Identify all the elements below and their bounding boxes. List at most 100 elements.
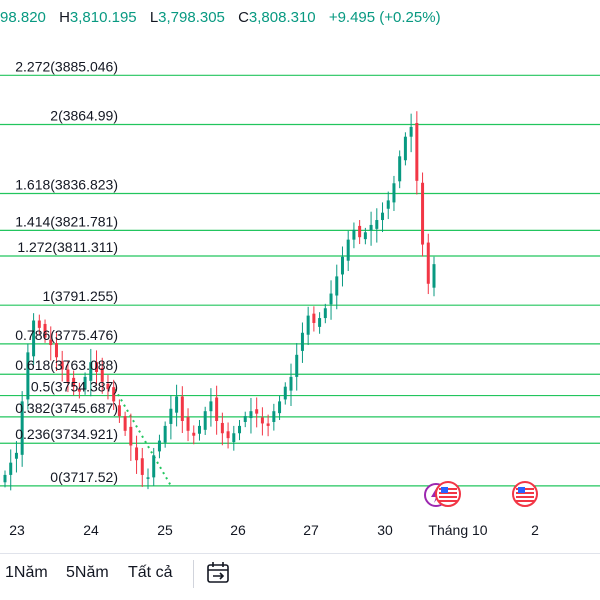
fib-level-label: 0.382(3745.687) [15, 400, 118, 416]
candle-body [260, 417, 264, 424]
candle-body [238, 425, 242, 434]
candle-body [415, 122, 419, 181]
candle-body [255, 409, 259, 414]
candle-body [14, 452, 18, 459]
candle-body [215, 397, 219, 421]
candle-body [66, 369, 70, 382]
candle-body [60, 361, 64, 370]
high-value: 3,810.195 [69, 9, 137, 26]
fib-level-label: 2(3864.99) [50, 107, 118, 123]
candle-body [335, 276, 339, 296]
fib-level-label: 1.414(3821.781) [15, 213, 118, 229]
candle-body [83, 376, 87, 390]
candle-body [77, 388, 81, 392]
toolbar-divider [193, 560, 194, 588]
time-axis-label: 2 [531, 522, 539, 538]
event-marker-us-2[interactable] [512, 481, 538, 507]
fibonacci-retracement[interactable] [0, 74, 600, 487]
candle-body [398, 156, 402, 182]
candle-body [123, 416, 127, 431]
candle-body [146, 477, 150, 479]
low-label: L [149, 9, 159, 26]
high-label: H [59, 9, 70, 26]
candle-body [226, 431, 230, 439]
candle-body [140, 458, 144, 475]
candle-body [375, 220, 379, 229]
fib-level-label: 2.272(3885.046) [15, 58, 118, 74]
candle-body [54, 343, 58, 358]
candle-body [283, 386, 287, 400]
candle-body [266, 423, 270, 426]
fib-level-label: 0.786(3775.476) [15, 327, 118, 343]
trend-line-segment[interactable] [114, 388, 172, 487]
range-all-button[interactable]: Tất cả [128, 564, 173, 581]
candle-body [409, 126, 413, 137]
candle-body [392, 183, 396, 203]
candle-body [112, 387, 116, 402]
close-label: C [238, 9, 249, 26]
candle-body [163, 425, 167, 443]
time-axis-label: 23 [9, 522, 25, 538]
us-flag-icon [516, 486, 534, 502]
candle-body [323, 308, 327, 319]
candle-body [289, 376, 293, 391]
candle-body [243, 416, 247, 422]
time-axis-label: Tháng 10 [428, 522, 487, 538]
candlestick-series [3, 111, 436, 491]
candle-body [129, 426, 133, 446]
candle-body [318, 318, 322, 327]
fib-level-label: 0(3717.52) [50, 469, 118, 485]
candle-body [306, 315, 310, 335]
candle-body [363, 232, 367, 240]
fib-level-label: 0.618(3763.088) [15, 357, 118, 373]
low-value: 3,798.305 [158, 9, 225, 26]
close-value: 3,808.310 [248, 9, 316, 26]
trend-line[interactable] [114, 388, 172, 487]
candle-body [278, 401, 282, 414]
candle-body [192, 432, 196, 436]
candle-body [106, 383, 110, 390]
time-axis[interactable]: 23 24 25 26 27 30 Tháng 10 2 [9, 522, 539, 538]
event-marker-us-1[interactable] [435, 481, 461, 507]
candle-body [26, 352, 30, 400]
range-5y-button[interactable]: 5Năm [66, 564, 109, 581]
candle-body [272, 411, 276, 422]
time-axis-label: 24 [83, 522, 99, 538]
candle-body [157, 440, 161, 452]
candle-body [89, 362, 93, 381]
candle-body [180, 396, 184, 421]
time-axis-label: 26 [230, 522, 246, 538]
candle-body [117, 405, 121, 417]
candle-body [426, 242, 430, 284]
fib-level-label: 1.272(3811.311) [17, 239, 118, 255]
open-value: 98.820 [0, 9, 46, 26]
change-value: +9.495 (+0.25%) [328, 9, 441, 26]
fib-level-label: 1(3791.255) [42, 288, 118, 304]
fib-level-label: 0.5(3754.387) [31, 379, 118, 395]
candle-body [203, 411, 207, 430]
candle-body [3, 474, 7, 483]
fibonacci-labels: 2.272(3885.046) 2(3864.99) 1.618(3836.823)… [15, 58, 118, 485]
candle-body [232, 433, 236, 443]
candle-body [152, 455, 156, 478]
candle-body [421, 182, 425, 245]
candle-body [135, 447, 139, 461]
candle-body [352, 229, 356, 240]
candle-body [403, 136, 407, 161]
time-axis-label: 27 [303, 522, 319, 538]
candle-body [295, 354, 299, 377]
candle-body [340, 256, 344, 275]
fib-level-label: 0.236(3734.921) [15, 426, 118, 442]
range-toolbar: 1Năm 5Năm Tất cả [0, 553, 600, 600]
candle-body [100, 368, 104, 382]
candle-body [49, 339, 53, 346]
candle-body [72, 377, 76, 387]
calendar-range-icon[interactable] [205, 560, 231, 586]
candle-body [32, 320, 36, 357]
ohlc-legend: 98.820 H3,810.195 L3,798.305 C3,808.310 … [0, 9, 441, 26]
time-axis-label: 30 [377, 522, 393, 538]
candle-body [432, 264, 436, 288]
range-1y-button[interactable]: 1Năm [5, 564, 48, 581]
candle-body [329, 293, 333, 305]
